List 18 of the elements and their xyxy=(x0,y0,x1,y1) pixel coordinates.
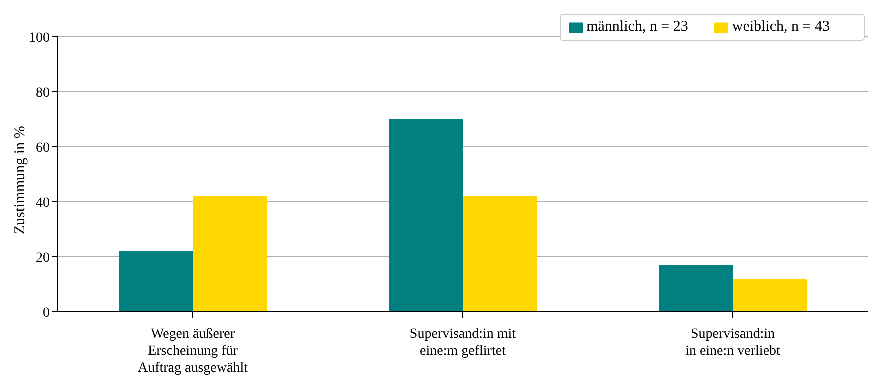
y-tick-label: 20 xyxy=(36,250,50,266)
bar xyxy=(119,252,193,312)
y-axis-title: Zustimmung in % xyxy=(12,126,28,234)
bar xyxy=(193,196,267,312)
y-tick-label: 0 xyxy=(43,306,50,321)
bar xyxy=(733,279,807,312)
legend-label: weiblich, n = 43 xyxy=(732,19,830,35)
y-tick-label: 60 xyxy=(36,140,50,156)
y-tick-label: 100 xyxy=(29,30,50,46)
bar xyxy=(659,265,733,312)
x-tick-label: Wegen äußerer Erscheinung für Auftrag ausgewählt xyxy=(138,327,248,376)
x-tick-label: Supervisand:in mit eine:m geflirtet xyxy=(410,327,516,359)
y-tick-label: 80 xyxy=(36,86,50,101)
bar xyxy=(389,120,463,312)
legend-label: männlich, n = 23 xyxy=(586,19,688,35)
y-tick-label: 40 xyxy=(36,196,50,211)
x-tick-label: Supervisand:in in eine:n verliebt xyxy=(686,327,781,359)
bar xyxy=(463,196,537,312)
